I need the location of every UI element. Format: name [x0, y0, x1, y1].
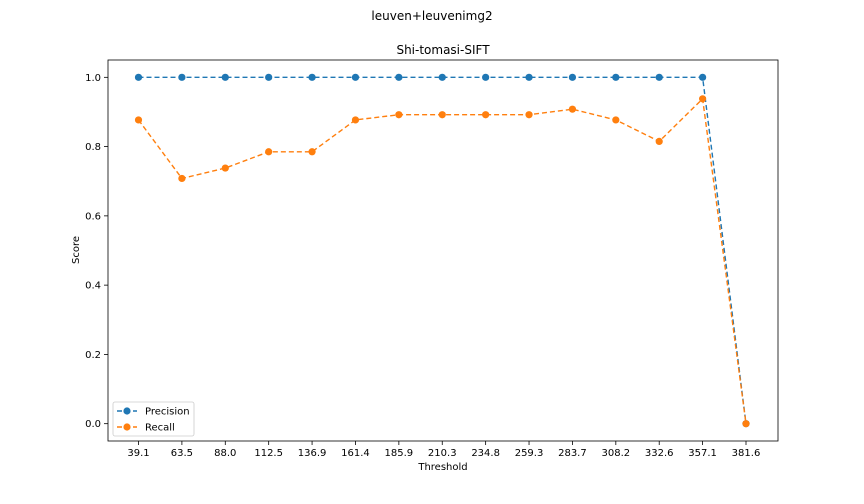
data-point	[265, 73, 273, 81]
data-point	[438, 73, 446, 81]
x-tick-label: 234.8	[471, 448, 500, 459]
series-precision	[134, 73, 750, 428]
x-tick-label: 283.7	[558, 448, 587, 459]
x-tick-label: 332.6	[645, 448, 674, 459]
y-tick-label: 1.0	[85, 73, 101, 84]
legend-entry-recall: Recall	[117, 423, 175, 434]
chart-title: Shi-tomasi-SIFT	[396, 43, 490, 57]
figure-title: leuven+leuvenimg2	[371, 9, 492, 23]
plot-area	[107, 59, 779, 442]
data-point	[742, 420, 750, 428]
data-point	[178, 73, 186, 81]
data-point	[395, 73, 403, 81]
series-recall	[134, 95, 750, 428]
legend-entry-precision: Precision	[117, 407, 190, 418]
data-point	[134, 116, 143, 124]
series-line	[138, 76, 747, 424]
data-point	[612, 116, 620, 124]
y-tick-label: 0.4	[85, 281, 101, 292]
x-tick-label: 112.5	[254, 448, 283, 459]
data-point	[482, 111, 490, 119]
data-point	[525, 73, 533, 81]
data-point	[655, 73, 663, 81]
data-point	[699, 95, 707, 103]
y-tick-label: 0.8	[85, 142, 101, 153]
x-tick-label: 39.1	[127, 448, 149, 459]
x-tick-label: 63.5	[171, 448, 193, 459]
x-tick-label: 259.3	[515, 448, 544, 459]
x-tick-label: 136.9	[298, 448, 327, 459]
data-point	[438, 111, 446, 119]
x-tick-label: 210.3	[428, 448, 457, 459]
y-tick-label: 0.0	[85, 419, 101, 430]
x-tick-label: 357.1	[688, 448, 717, 459]
x-axis: 39.1 63.5 88.0 112.5 136.9 161.4 185.9 210.3 234…	[127, 441, 760, 459]
y-axis: 0.0 0.2 0.4 0.6 0.8 1.0	[85, 73, 108, 430]
data-point	[395, 111, 403, 119]
x-tick-label: 381.6	[732, 448, 761, 459]
data-point	[568, 73, 577, 81]
data-point	[351, 116, 360, 124]
series-line	[137, 97, 747, 424]
data-point	[525, 111, 533, 119]
data-point	[612, 73, 620, 81]
data-point	[265, 148, 273, 156]
data-point	[568, 105, 577, 113]
x-tick-label: 88.0	[214, 448, 236, 459]
y-axis-label: Score	[71, 236, 82, 264]
y-tick-label: 0.2	[85, 350, 101, 361]
legend-swatch-marker	[123, 407, 131, 415]
legend-label: Recall	[145, 423, 175, 434]
data-point	[308, 148, 316, 156]
data-point	[351, 73, 360, 81]
legend-label: Precision	[145, 407, 190, 418]
legend: Precision Recall	[112, 401, 195, 437]
data-point	[221, 73, 229, 81]
x-tick-label: 185.9	[385, 448, 414, 459]
x-axis-label: Threshold	[417, 462, 467, 473]
data-point	[699, 73, 707, 81]
axes-frame	[107, 59, 779, 442]
data-point	[482, 73, 490, 81]
x-tick-label: 308.2	[602, 448, 631, 459]
y-tick-label: 0.6	[85, 211, 101, 222]
data-point	[221, 164, 229, 172]
data-point	[134, 73, 143, 81]
data-point	[655, 137, 663, 145]
data-point	[178, 174, 186, 183]
data-point	[308, 73, 316, 81]
series-layer	[134, 73, 750, 428]
x-tick-label: 161.4	[341, 448, 370, 459]
legend-swatch-marker	[123, 423, 131, 431]
